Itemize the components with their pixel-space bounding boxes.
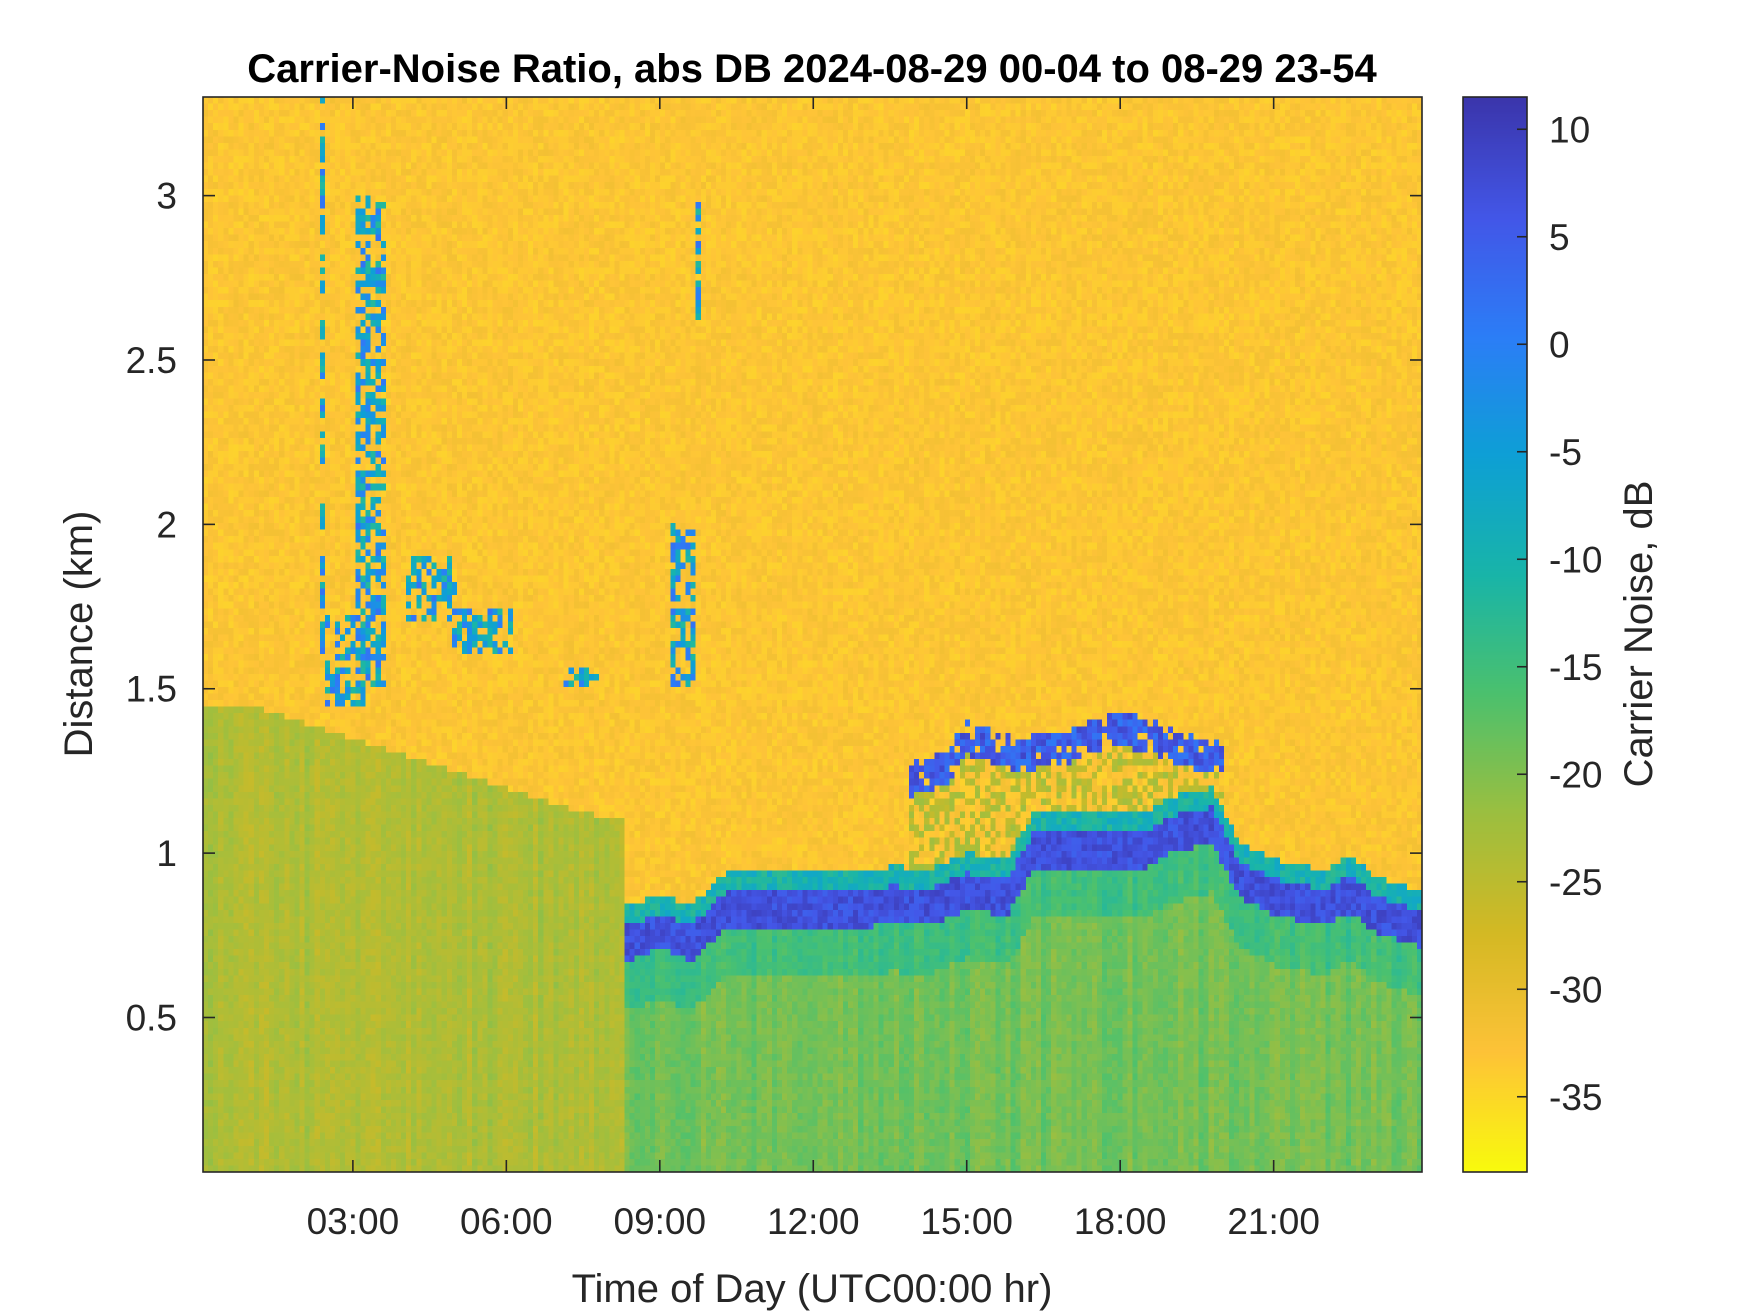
colorbar-tick-label: 5 [1549,217,1570,258]
colorbar-tick-label: -15 [1549,647,1602,688]
y-tick-label: 2 [156,504,177,545]
colorbar: 10 5 0 -5 -10 -15 -20 -25 -30 -35 [1462,96,1602,1173]
x-tick-label: 06:00 [460,1201,553,1242]
y-tick-label: 1.5 [126,669,177,710]
x-axis-ticks: 03:00 06:00 09:00 12:00 15:00 18:00 21:00 [307,97,1320,1242]
colorbar-gradient [1463,97,1527,1172]
colorbar-tick-label: -5 [1549,432,1582,473]
x-tick-label: 21:00 [1227,1201,1320,1242]
y-tick-label: 0.5 [126,997,177,1038]
plot-area [202,96,1423,1173]
colorbar-tick-label: 0 [1549,324,1570,365]
colorbar-tick-label: -30 [1549,969,1602,1010]
y-tick-label: 2.5 [126,340,177,381]
y-axis-label: Distance (km) [57,511,101,758]
colorbar-tick-label: -20 [1549,754,1602,795]
y-tick-label: 3 [156,176,177,217]
chart-title: Carrier-Noise Ratio, abs DB 2024-08-29 0… [247,47,1377,91]
x-tick-label: 12:00 [767,1201,860,1242]
x-tick-label: 03:00 [307,1201,400,1242]
x-axis-label: Time of Day (UTC00:00 hr) [572,1267,1053,1311]
colorbar-frame [1462,96,1528,1173]
colorbar-tick-label: -25 [1549,862,1602,903]
colorbar-tick-label: -35 [1549,1077,1602,1118]
colorbar-label: Carrier Noise, dB [1617,481,1661,788]
colorbar-ticks: 10 5 0 -5 -10 -15 -20 -25 -30 -35 [1517,109,1602,1118]
y-tick-label: 1 [156,833,177,874]
y-axis-ticks: 0.5 1 1.5 2 2.5 3 [126,176,1422,1038]
heatmap [203,97,1422,1172]
colorbar-tick-label: -10 [1549,539,1602,580]
x-tick-label: 09:00 [614,1201,707,1242]
x-tick-label: 15:00 [920,1201,1013,1242]
x-tick-label: 18:00 [1074,1201,1167,1242]
colorbar-tick-label: 10 [1549,109,1590,150]
